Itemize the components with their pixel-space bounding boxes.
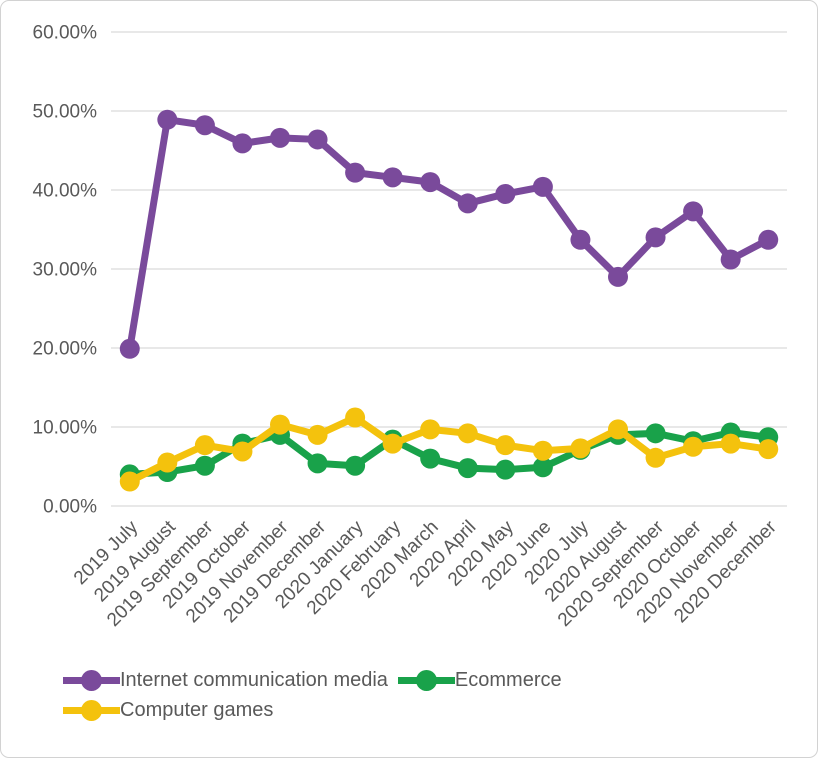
y-tick-label: 30.00% — [33, 260, 98, 281]
y-tick-label: 50.00% — [33, 102, 98, 123]
data-point — [720, 249, 741, 270]
data-point — [382, 167, 403, 188]
data-point — [532, 440, 553, 461]
data-point — [194, 435, 215, 456]
legend-line-dot-icon — [397, 670, 455, 691]
data-point — [382, 433, 403, 454]
legend-item-ecommerce: Ecommerce — [397, 669, 562, 692]
data-point — [532, 457, 553, 478]
data-point — [194, 115, 215, 136]
data-point — [495, 183, 516, 204]
data-point — [645, 423, 666, 444]
data-point — [307, 453, 328, 474]
legend-line-dot-icon — [63, 670, 120, 691]
data-point — [307, 424, 328, 445]
data-point — [720, 433, 741, 454]
legend-line-dot-icon — [63, 700, 120, 721]
data-point — [608, 419, 628, 440]
data-point — [270, 414, 290, 435]
data-point — [420, 448, 441, 469]
data-point — [457, 458, 478, 479]
data-point — [194, 455, 215, 476]
y-tick-label: 20.00% — [33, 339, 98, 360]
data-point — [758, 439, 779, 460]
data-point — [683, 201, 704, 222]
data-point — [570, 438, 591, 459]
data-point — [532, 176, 553, 197]
data-point — [457, 423, 478, 444]
data-point — [645, 447, 666, 468]
data-point — [420, 419, 441, 440]
series-line — [126, 116, 772, 353]
data-point — [307, 129, 328, 150]
data-point — [345, 407, 366, 428]
data-point — [495, 459, 516, 480]
data-point — [457, 193, 478, 214]
legend-item-computer-games: Computer games — [63, 699, 273, 722]
y-tick-label: 40.00% — [33, 181, 98, 202]
y-tick-label: 10.00% — [33, 418, 98, 439]
data-point — [119, 338, 140, 359]
chart-legend: Internet communication media Ecommerce C… — [63, 669, 688, 722]
data-point — [420, 172, 441, 193]
data-point — [570, 229, 591, 250]
y-tick-label: 60.00% — [33, 23, 98, 44]
legend-label-ecommerce: Ecommerce — [454, 669, 562, 691]
data-point — [232, 133, 253, 154]
data-point — [157, 109, 178, 130]
legend-label-computer-games: Computer games — [120, 699, 274, 721]
data-point — [645, 227, 666, 248]
y-tick-label: 0.00% — [43, 497, 97, 518]
data-point — [119, 471, 140, 492]
data-point — [270, 127, 290, 148]
data-point — [345, 162, 366, 183]
data-point — [683, 436, 704, 457]
data-point — [157, 452, 178, 473]
data-point — [495, 435, 516, 456]
data-point — [232, 441, 253, 462]
data-point — [608, 266, 628, 287]
legend-item-internet-communication-media: Internet communication media — [63, 669, 388, 692]
data-point — [345, 455, 366, 476]
legend-label-internet-communication-media: Internet communication media — [120, 669, 388, 691]
data-point — [758, 229, 779, 250]
